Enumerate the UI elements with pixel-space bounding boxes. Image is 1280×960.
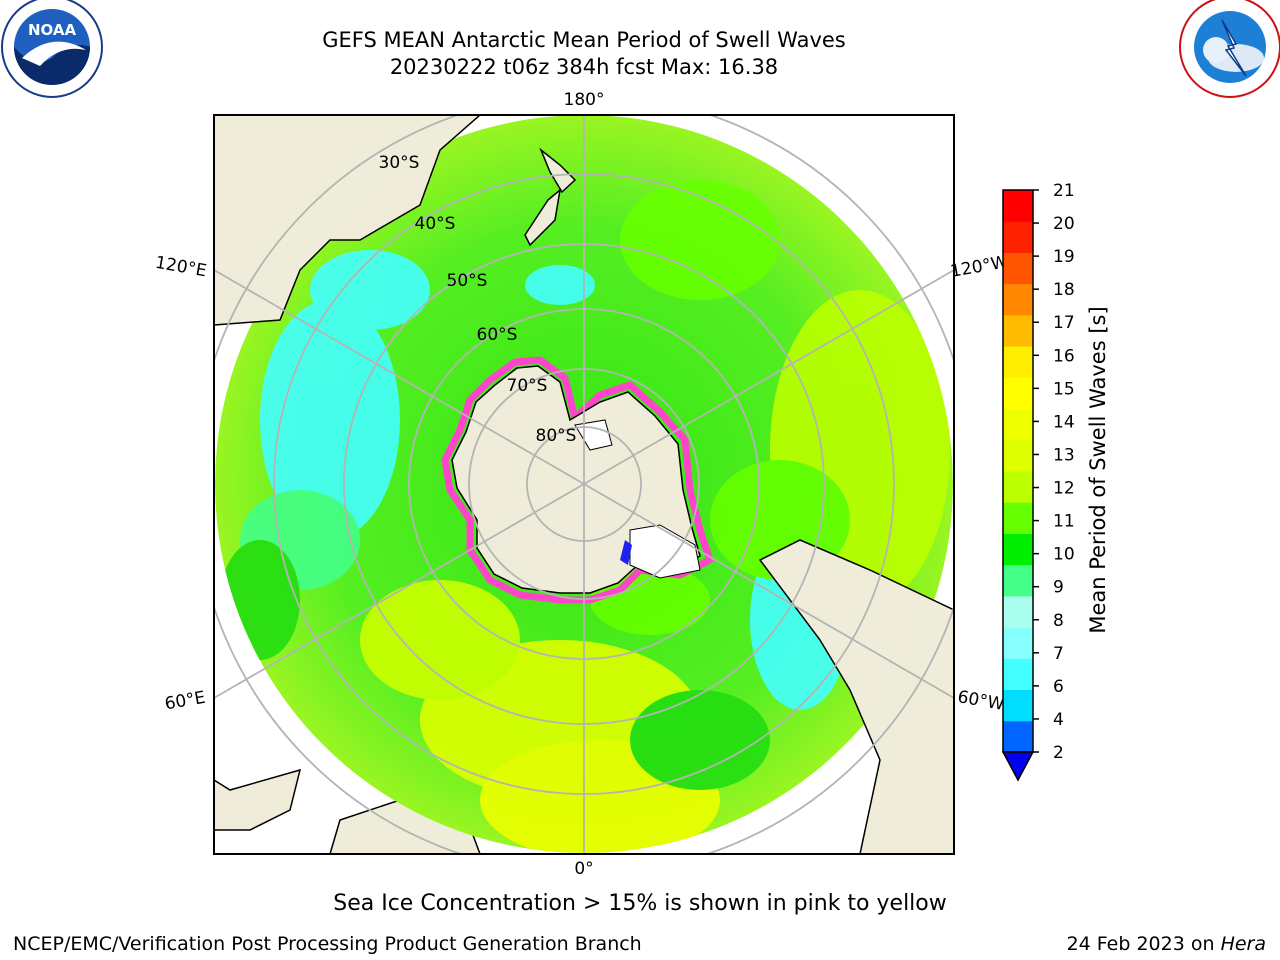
- colorbar-segment: [1003, 627, 1033, 659]
- lat-label-30s: 30°S: [379, 153, 420, 173]
- colorbar-tick-label: 14: [1053, 412, 1075, 432]
- colorbar-segment: [1003, 221, 1033, 253]
- footer-left: NCEP/EMC/Verification Post Processing Pr…: [13, 933, 642, 955]
- colorbar-segment: [1003, 720, 1033, 753]
- lon-label-180: 180°: [564, 90, 605, 110]
- colorbar-segment: [1003, 377, 1033, 410]
- colorbar-segment: [1003, 595, 1033, 628]
- colorbar-tick-label: 9: [1053, 578, 1064, 598]
- lon-label-60e: 60°E: [163, 688, 207, 715]
- colorbar-tick-label: 21: [1053, 181, 1075, 201]
- lat-label-60s: 60°S: [477, 325, 518, 345]
- colorbar-tick-label: 15: [1053, 379, 1075, 399]
- colorbar-segment: [1003, 689, 1033, 722]
- colorbar-label: Mean Period of Swell Waves [s]: [1086, 306, 1110, 633]
- map-frame: [213, 114, 955, 855]
- colorbar-segment: [1003, 502, 1033, 534]
- colorbar-segment: [1003, 658, 1033, 691]
- colorbar-segment: [1003, 190, 1033, 222]
- colorbar-segment: [1003, 564, 1033, 597]
- colorbar-segment: [1003, 283, 1033, 316]
- title-line-1: GEFS MEAN Antarctic Mean Period of Swell…: [322, 28, 846, 52]
- lon-label-60w: 60°W: [956, 687, 1006, 715]
- colorbar-frame: [1002, 189, 1034, 753]
- graticule: [214, 115, 954, 854]
- colorbar-tick-label: 10: [1053, 545, 1075, 565]
- colorbar-tick-label: 18: [1053, 280, 1075, 300]
- colorbar-tick-label: 16: [1053, 346, 1075, 366]
- colorbar-segment: [1003, 408, 1033, 441]
- colorbar-tick-label: 13: [1053, 445, 1075, 465]
- lat-label-80s: 80°S: [536, 426, 577, 446]
- colorbar-tick-label: 17: [1053, 313, 1075, 333]
- lat-label-40s: 40°S: [415, 214, 456, 234]
- lon-label-120w: 120°W: [949, 252, 1010, 282]
- colorbar-extend-arrow: [1001, 751, 1035, 782]
- colorbar-tick-label: 11: [1053, 512, 1075, 532]
- lon-label-120e: 120°E: [154, 253, 208, 282]
- colorbar-segment: [1003, 533, 1033, 566]
- colorbar-tick-label: 12: [1053, 479, 1075, 499]
- nws-logo: [1179, 0, 1280, 98]
- colorbar-tick-label: 19: [1053, 247, 1075, 267]
- colorbar-tick-label: 7: [1053, 644, 1064, 664]
- colorbar-tick-label: 20: [1053, 214, 1075, 234]
- swell-patches: [220, 180, 950, 853]
- colorbar-tick-label: 4: [1053, 710, 1064, 730]
- lat-label-70s: 70°S: [507, 376, 548, 396]
- footer-right: 24 Feb 2023 on Hera: [1067, 933, 1266, 955]
- lat-label-50s: 50°S: [447, 271, 488, 291]
- sea-ice-caption: Sea Ice Concentration > 15% is shown in …: [333, 891, 947, 916]
- noaa-logo-text: NOAA: [28, 21, 77, 39]
- footer-date: 24 Feb 2023 on: [1066, 933, 1221, 955]
- colorbar-segment: [1003, 439, 1033, 472]
- colorbar: 2 4 6 7 8 9 10 11 12 13 14 15 16 17 18 19 20 21: [1001, 181, 1075, 782]
- colorbar-segment: [1003, 252, 1033, 285]
- colorbar-segment: [1003, 346, 1033, 378]
- footer-host: Hera: [1220, 933, 1266, 955]
- colorbar-tick-label: 6: [1053, 677, 1064, 697]
- colorbar-tick-label: 8: [1053, 611, 1064, 631]
- colorbar-tick-label: 2: [1053, 743, 1064, 763]
- title-line-2: 20230222 t06z 384h fcst Max: 16.38: [389, 55, 779, 79]
- lon-label-0: 0°: [574, 859, 593, 879]
- map-area: [214, 115, 954, 854]
- colorbar-segment: [1003, 471, 1033, 503]
- noaa-logo: NOAA: [1, 0, 103, 98]
- colorbar-segment: [1003, 314, 1033, 347]
